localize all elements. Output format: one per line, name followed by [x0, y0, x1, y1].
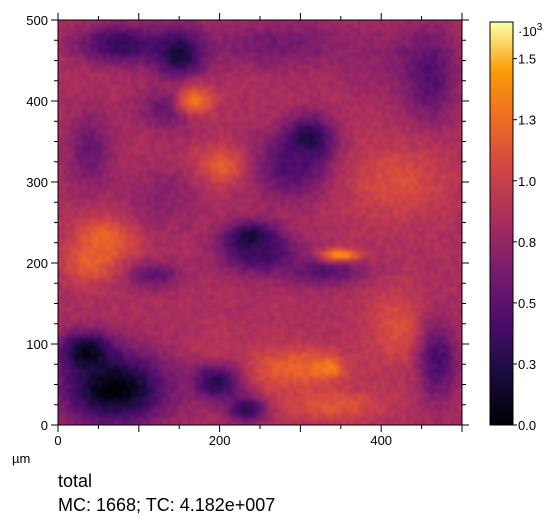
heatmap-image [58, 20, 462, 425]
colorbar-tick-label: 0.5 [518, 296, 536, 311]
colorbar-tick-label: 0.8 [518, 235, 536, 250]
colorbar-tick-label: 1.3 [518, 113, 536, 128]
colorbar-tick-label: 0.3 [518, 357, 536, 372]
y-tick-label: 300 [26, 175, 48, 190]
x-tick-label: 0 [54, 433, 61, 448]
plot-area [57, 19, 463, 426]
x-tick-label: 400 [370, 433, 392, 448]
caption-title: total [58, 471, 93, 491]
colorbar-exponent-power: 3 [537, 22, 543, 33]
x-unit-label: µm [12, 451, 30, 466]
y-tick-label: 100 [26, 337, 48, 352]
colorbar-frame [489, 21, 514, 426]
colorbar-tick-label: 0.0 [518, 418, 536, 433]
x-axis: 0 200 400 [54, 13, 463, 448]
y-tick-label: 200 [26, 256, 48, 271]
colorbar-exponent-base: ·10 [518, 24, 537, 39]
colorbar-tick-label: 1.5 [518, 52, 536, 67]
caption-stats: MC: 1668; TC: 4.182e+007 [58, 495, 276, 515]
y-tick-label: 400 [26, 94, 48, 109]
colorbar-ticks: 0.0 0.3 0.5 0.8 1.0 1.3 1.5 ·103 [513, 22, 543, 433]
y-tick-label: 0 [41, 418, 48, 433]
colorbar-gradient [490, 22, 513, 425]
y-axis: 0 100 200 300 400 500 [26, 13, 469, 433]
colorbar-tick-label: 1.0 [518, 174, 536, 189]
x-tick-label: 200 [209, 433, 231, 448]
heatmap-chart: 0 200 400 0 100 200 300 400 500 0.0 0.3 0.5 0.8 1.0… [12, 13, 543, 466]
y-tick-label: 500 [26, 13, 48, 28]
colorbar: 0.0 0.3 0.5 0.8 1.0 1.3 1.5 ·103 [489, 21, 543, 433]
colorbar-exponent: ·103 [518, 22, 543, 39]
